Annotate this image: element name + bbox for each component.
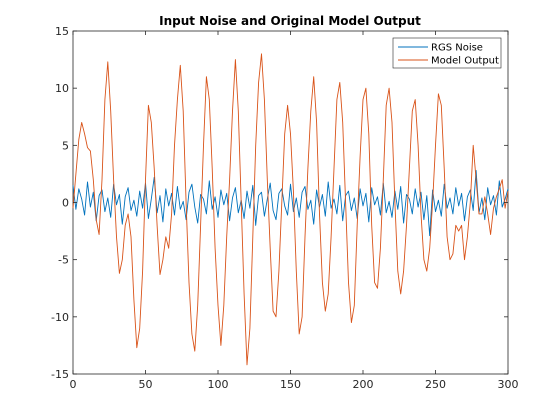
chart-title: Input Noise and Original Model Output: [159, 14, 421, 28]
y-tick-label: -5: [58, 254, 69, 267]
legend-label-model-output: Model Output: [431, 56, 499, 67]
legend-label-rgs-noise: RGS Noise: [431, 43, 483, 54]
legend-box: [392, 37, 502, 69]
legend: RGS Noise Model Output: [392, 37, 502, 69]
x-tick-label: 50: [139, 378, 153, 391]
x-tick-label: 250: [425, 378, 446, 391]
axes-box: [72, 30, 509, 375]
ticks-layer: 0 50 100 150 200 250 300 -15 -10 -5 0 5 10 15: [51, 25, 518, 391]
x-tick-label: 0: [70, 378, 77, 391]
y-tick-label: 5: [62, 139, 69, 152]
y-tick-label: 0: [62, 197, 69, 210]
x-tick-label: 100: [208, 378, 229, 391]
x-tick-label: 300: [498, 378, 519, 391]
x-tick-label: 150: [280, 378, 301, 391]
series-line-model-output: [72, 53, 509, 366]
series-layer: [72, 53, 509, 366]
y-tick-label: -15: [51, 368, 69, 381]
x-tick-label: 200: [353, 378, 374, 391]
y-tick-label: 15: [55, 25, 69, 38]
y-tick-label: -10: [51, 311, 69, 324]
plot-area: [72, 30, 509, 375]
y-tick-label: 10: [55, 82, 69, 95]
